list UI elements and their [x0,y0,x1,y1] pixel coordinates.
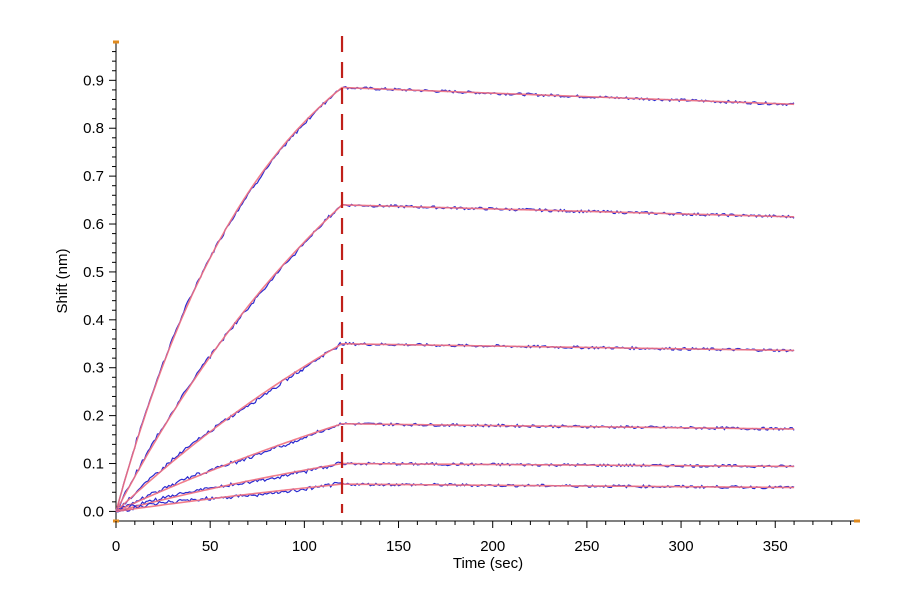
y-tick-label: 0.4 [83,312,104,329]
axis-labels: 0.0 0.1 0.2 0.3 0.4 0.5 0.6 0.7 0.8 0.9 0 50 100 150 2… [83,72,788,555]
x-tick-label: 50 [202,538,219,555]
x-tick-label: 300 [669,538,694,555]
y-tick-label: 0.3 [83,360,104,377]
axis-ticks [109,51,852,528]
y-axis-title: Shift (nm) [54,248,71,313]
fit-curve-3 [115,342,795,513]
x-tick-label: 150 [386,538,411,555]
x-tick-label: 200 [480,538,505,555]
y-tick-label: 0.1 [83,456,104,473]
axes [113,40,860,523]
fit-curve-2 [115,204,795,512]
y-tick-label: 0.6 [83,216,104,233]
x-axis-title: Time (sec) [453,555,523,572]
y-tick-label: 0.5 [83,264,104,281]
measured-curve-1 [115,85,795,512]
data-curves [115,85,795,513]
y-tick-label: 0.7 [83,168,104,185]
y-tick-label: 0.2 [83,408,104,425]
fit-curve-6 [115,483,795,513]
x-tick-label: 0 [112,538,120,555]
fit-curve-4 [115,422,795,513]
x-tick-label: 250 [574,538,599,555]
y-tick-label: 0.8 [83,120,104,137]
x-tick-label: 100 [292,538,317,555]
fit-curve-1 [115,86,795,512]
x-tick-label: 350 [763,538,788,555]
measured-curve-3 [115,341,795,513]
y-tick-label: 0.9 [83,72,104,89]
y-tick-label: 0.0 [83,503,104,520]
fit-curve-5 [115,462,795,513]
